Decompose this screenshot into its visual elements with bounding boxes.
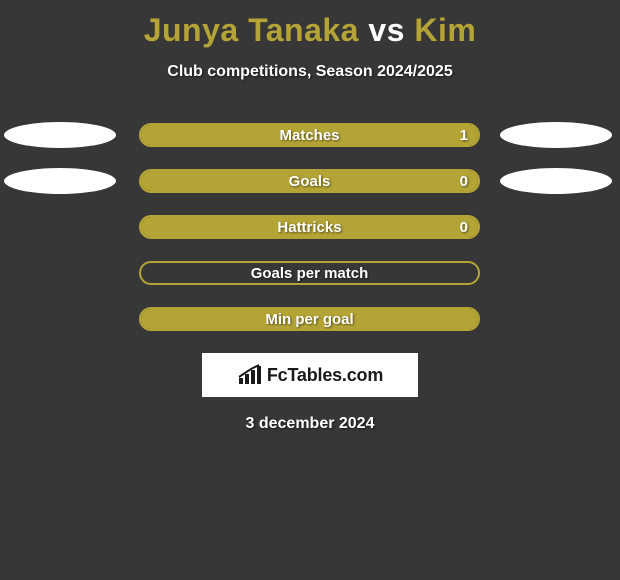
brand-text: FcTables.com [267,365,383,386]
subtitle: Club competitions, Season 2024/2025 [0,63,620,81]
stat-value-right: 0 [450,217,478,237]
stat-row: Min per goal [0,307,620,331]
player2-badge [500,122,612,148]
player1-badge [4,168,116,194]
date-text: 3 december 2024 [0,415,620,433]
page-title: Junya Tanaka vs Kim [0,12,620,49]
stat-row: Goals per match [0,261,620,285]
stat-bar: Min per goal [139,307,480,331]
stat-label: Goals per match [141,263,478,283]
stat-label: Goals [141,171,478,191]
player2-name: Kim [414,12,476,48]
stat-bar: Goals0 [139,169,480,193]
stat-label: Matches [141,125,478,145]
stat-row: Matches1 [0,123,620,147]
stat-label: Hattricks [141,217,478,237]
player1-name: Junya Tanaka [144,12,359,48]
stat-bar: Hattricks0 [139,215,480,239]
vs-text: vs [368,12,405,48]
stat-value-right: 0 [450,171,478,191]
player1-badge [4,122,116,148]
chart-icon [237,364,263,386]
player2-badge [500,168,612,194]
stat-label: Min per goal [141,309,478,329]
stat-bar: Matches1 [139,123,480,147]
brand-box: FcTables.com [202,353,418,397]
stat-row: Hattricks0 [0,215,620,239]
stat-bar: Goals per match [139,261,480,285]
stat-value-right: 1 [450,125,478,145]
comparison-card: Junya Tanaka vs Kim Club competitions, S… [0,0,620,433]
stats-rows: Matches1Goals0Hattricks0Goals per matchM… [0,123,620,331]
stat-row: Goals0 [0,169,620,193]
